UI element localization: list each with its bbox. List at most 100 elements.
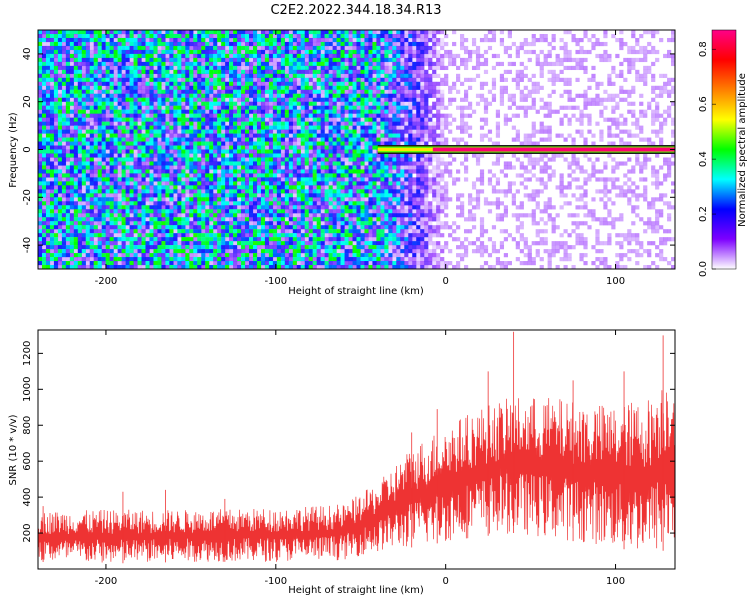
spectrogram-cell (173, 185, 178, 190)
spectrogram-cell (205, 257, 210, 262)
spectrogram-cell (324, 77, 329, 82)
spectrogram-cell (340, 205, 345, 210)
spectrogram-cell (328, 245, 333, 250)
spectrogram-cell (113, 53, 118, 59)
spectrogram-cell (249, 253, 254, 258)
spectrogram-cell (53, 125, 59, 130)
spectrogram-cell (169, 177, 174, 182)
spectrogram-cell (145, 113, 150, 118)
spectrogram-cell (217, 137, 222, 142)
spectrogram-cell (260, 77, 266, 82)
spectrogram-cell (153, 49, 158, 55)
spectrogram-cell (352, 125, 357, 130)
spectrogram-cell (57, 117, 63, 122)
spectrogram-cell (45, 257, 51, 262)
spectrogram-cell (348, 237, 353, 242)
spectrogram-cell (344, 197, 349, 202)
spectrogram-cell (344, 49, 349, 55)
spectrogram-cell (49, 189, 55, 194)
spectrogram-cell (133, 37, 138, 43)
spectrogram-cell (93, 181, 98, 186)
spectrogram-cell (173, 37, 178, 43)
spectrogram-cell (245, 213, 250, 218)
spectrogram-cell (161, 129, 166, 134)
spectrogram-cell (229, 37, 234, 43)
spectrogram-cell (229, 137, 234, 142)
spectrogram-cell (300, 37, 305, 43)
spectrogram-cell (356, 113, 361, 118)
spectrogram-cell (225, 229, 230, 234)
spectrogram-cell (348, 177, 353, 182)
spectrogram-cell (113, 129, 118, 134)
spectrogram-cell (109, 261, 114, 266)
spectrogram-cell (38, 61, 43, 67)
spectrogram-cell (81, 97, 86, 102)
spectrogram-cell (137, 173, 142, 178)
spectrogram-cell (201, 85, 206, 90)
spectrogram-cell (125, 193, 130, 198)
spectrogram-cell (89, 30, 94, 35)
spectrogram-cell (45, 69, 51, 75)
spectrogram-cell (201, 37, 206, 43)
spectrogram-cell (93, 249, 98, 254)
spectrogram-cell (133, 133, 138, 138)
spectrogram-cell (237, 265, 242, 270)
spectrogram-cell (304, 49, 309, 55)
spectrogram-cell (292, 257, 297, 262)
spectrogram-cell (225, 49, 230, 55)
spectrogram-cell (360, 129, 365, 134)
spectrogram-cell (217, 97, 222, 102)
spectrogram-cell (237, 85, 242, 90)
spectrogram-cell (57, 41, 63, 47)
spectrogram-cell (324, 125, 329, 130)
spectrogram-cell (41, 265, 47, 270)
spectrogram-cell (344, 173, 349, 178)
spectrogram-cell (129, 149, 134, 154)
spectrogram-cell (260, 30, 266, 35)
spectrogram-cell (300, 65, 305, 71)
spectrogram-cell (129, 49, 134, 55)
spectrogram-cell (336, 145, 341, 150)
spectrogram-cell (276, 265, 282, 270)
spectrogram-cell (352, 149, 357, 154)
spectrogram-cell (65, 173, 71, 178)
spectrogram-cell (117, 65, 122, 71)
spectrogram-cell (209, 125, 214, 130)
spectrogram-cell (57, 245, 63, 250)
spectrogram-cell (356, 245, 361, 250)
spectrogram-cell (316, 245, 321, 250)
spectrogram-cell (109, 133, 114, 138)
spectrogram-cell (352, 221, 357, 226)
spectrogram-cell (252, 45, 258, 51)
spectrogram-cell (245, 145, 250, 150)
spectrogram-cell (57, 121, 63, 126)
spectrogram-cell (316, 41, 321, 47)
spectrogram-cell (324, 237, 329, 242)
spectrogram-cell (193, 145, 198, 150)
spectrogram-cell (133, 221, 138, 226)
spectrogram-cell (201, 133, 206, 138)
spectrogram-cell (117, 205, 122, 210)
spectrogram-cell (336, 221, 341, 226)
spectrogram-cell (181, 201, 186, 206)
spectrogram-cell (328, 101, 333, 106)
spectrogram-cell (292, 153, 297, 158)
spectrogram-cell (252, 41, 258, 47)
spectrogram-cell (137, 185, 142, 190)
spectrogram-cell (264, 169, 270, 174)
spectrogram-cell (296, 121, 301, 126)
spectrogram-cell (57, 177, 63, 182)
spectrogram-cell (165, 225, 170, 230)
spectrogram-cell (241, 73, 246, 78)
spectrogram-cell (241, 125, 246, 130)
spectrogram-cell (53, 81, 59, 86)
spectrogram-cell (237, 217, 242, 222)
spectrogram-cell (113, 41, 118, 47)
spectrogram-cell (85, 261, 90, 266)
spectrogram-cell (225, 185, 230, 190)
spectrogram-cell (245, 57, 250, 63)
spectrogram-cell (177, 225, 182, 230)
spectrogram-cell (304, 141, 309, 146)
spectrogram-cell (260, 129, 266, 134)
spectrogram-cell (237, 77, 242, 82)
